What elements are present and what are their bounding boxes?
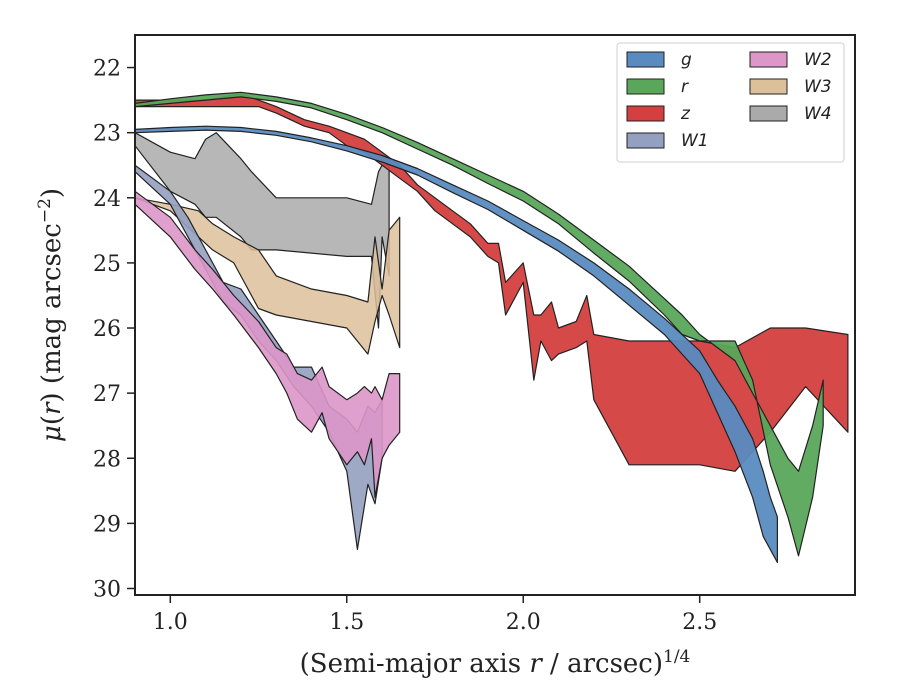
series-band-w3	[135, 197, 401, 355]
legend-swatch-w1	[626, 132, 665, 149]
x-axis-label-exponent: 1/4	[663, 647, 690, 667]
series-band-g	[135, 125, 779, 564]
series-band-w2	[135, 190, 401, 498]
legend-swatch-r	[626, 78, 665, 95]
y-tick-label: 29	[93, 512, 121, 537]
y-axis-label-units: ) (mag arcsec	[37, 223, 67, 402]
y-axis-label-paren-close: )	[37, 188, 67, 198]
series-band-z	[135, 92, 849, 472]
x-tick-label: 1.0	[153, 610, 188, 635]
y-tick-label: 23	[93, 122, 121, 147]
y-tick-label: 25	[93, 252, 121, 277]
legend-label-g: g	[681, 50, 692, 70]
x-tick-label: 2.5	[682, 610, 717, 635]
y-tick-label: 30	[93, 577, 121, 602]
y-tick-label: 26	[93, 317, 121, 342]
y-axis-label-exponent: −2	[35, 198, 55, 223]
y-axis-label-paren-open: (	[37, 415, 67, 425]
legend-label-r: r	[681, 77, 689, 97]
x-axis-label-part-1: (Semi-major axis	[300, 649, 530, 679]
legend-label-w3: W3	[804, 77, 832, 97]
x-axis-label-part-2: / arcsec)	[542, 649, 663, 679]
y-tick-label: 28	[93, 447, 121, 472]
legend-label-w1: W1	[681, 131, 709, 151]
legend-swatch-z	[626, 105, 665, 122]
x-axis-label: (Semi-major axis r / arcsec)1/4	[300, 647, 691, 679]
x-axis-label-variable: r	[529, 649, 543, 679]
series-band-r	[135, 91, 824, 557]
x-tick-label: 2.0	[506, 610, 541, 635]
legend-swatch-w4	[749, 105, 788, 122]
legend-box	[616, 42, 845, 163]
axes-layer: 1.0 1.5 2.0 2.5 22 23 24 25 26 27 28 29 30	[93, 34, 856, 635]
legend: grz W1 W2 W3 W4	[616, 42, 845, 163]
plot-frame	[134, 34, 856, 596]
legend-label-z: z	[680, 104, 691, 124]
x-tick-label: 1.5	[329, 610, 364, 635]
y-tick-label: 22	[93, 57, 121, 82]
y-tick-label: 27	[93, 382, 121, 407]
y-axis-label: μ(r) (mag arcsec−2)	[35, 188, 67, 442]
y-tick-label: 24	[93, 187, 121, 212]
series-layer	[135, 91, 849, 564]
y-axis-label-mu: μ	[37, 425, 67, 442]
legend-swatch-w3	[749, 78, 788, 95]
y-axis-label-variable: r	[37, 401, 67, 415]
legend-swatch-w2	[749, 51, 788, 68]
legend-label-w4: W4	[804, 104, 832, 124]
legend-label-w2: W2	[804, 50, 832, 70]
legend-swatch-g	[626, 51, 665, 68]
